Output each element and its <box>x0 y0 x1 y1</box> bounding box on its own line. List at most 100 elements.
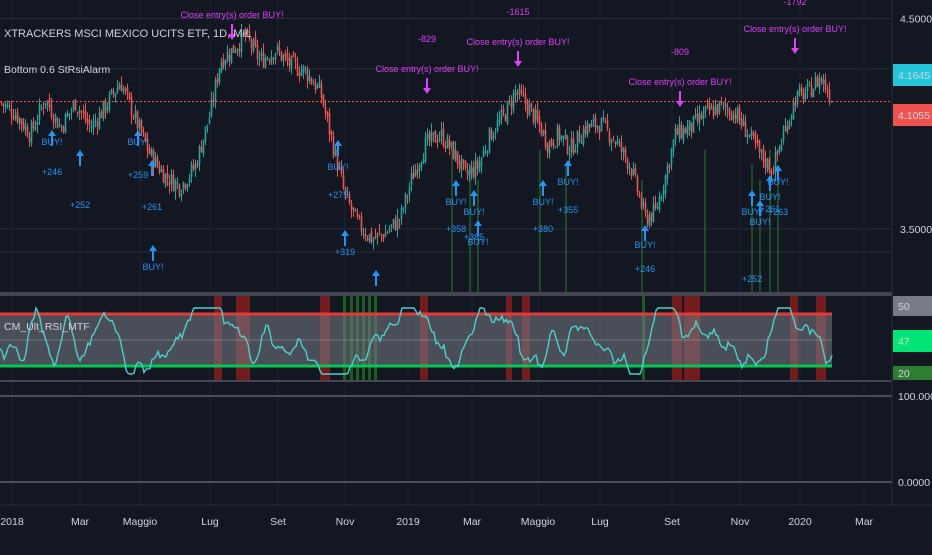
candle <box>538 116 541 125</box>
candle <box>654 202 657 209</box>
candle <box>612 139 615 141</box>
candle <box>324 106 327 113</box>
candle <box>240 31 243 53</box>
candle <box>518 87 521 94</box>
price-axis[interactable]: 4.5000 3.5000 4.1645 4.1055 50 47 20 100.0000 0.… <box>891 0 932 505</box>
candle <box>194 163 197 170</box>
candle <box>210 99 213 117</box>
candle <box>426 134 429 139</box>
candle <box>492 135 495 138</box>
candle <box>68 113 71 115</box>
candle <box>42 107 45 109</box>
candle <box>584 126 587 134</box>
candle <box>220 61 223 72</box>
candle <box>688 120 691 130</box>
candle <box>82 112 85 114</box>
candle <box>616 140 619 144</box>
candle <box>818 77 821 90</box>
candle <box>58 125 61 127</box>
candle <box>20 118 23 125</box>
candle <box>46 100 49 104</box>
candle <box>258 57 261 60</box>
buy-label: BUY! <box>445 197 466 207</box>
candle <box>618 141 621 144</box>
indicator-label[interactable]: Bottom 0.6 StRsiAlarm <box>4 64 110 76</box>
candle <box>54 115 57 121</box>
candle <box>156 158 159 166</box>
candle <box>526 101 529 114</box>
candle <box>174 180 177 192</box>
candle <box>352 207 355 210</box>
candle <box>294 58 297 62</box>
candle <box>406 196 409 198</box>
buy-arrow <box>641 225 649 241</box>
candle <box>354 209 357 212</box>
candle <box>50 105 53 118</box>
candle <box>282 55 285 60</box>
close-value: -809 <box>671 47 689 57</box>
candle <box>60 126 63 129</box>
chart-header: XTRACKERS MSCI MEXICO UCITS ETF, 1D, MIL… <box>4 28 252 333</box>
buy-value: +252 <box>70 200 90 210</box>
candle <box>106 107 109 111</box>
candle <box>558 126 561 141</box>
buy-arrow <box>452 180 460 196</box>
close-arrow <box>228 24 236 40</box>
candle <box>172 175 175 192</box>
buy-arrow <box>76 150 84 166</box>
candle <box>196 163 199 167</box>
candle <box>820 78 823 82</box>
candle <box>664 175 667 194</box>
candle <box>666 166 669 179</box>
time-tick: Nov <box>336 516 355 528</box>
candle <box>620 142 623 152</box>
candle <box>336 149 339 171</box>
candle <box>692 116 695 133</box>
candle <box>234 51 237 53</box>
candle <box>686 126 689 136</box>
candle <box>422 158 425 164</box>
candle <box>150 149 153 155</box>
candle <box>348 195 351 204</box>
candle <box>92 120 95 129</box>
candle <box>332 136 335 156</box>
candle <box>6 104 9 108</box>
candle <box>680 125 683 139</box>
candle <box>750 130 753 137</box>
candle <box>468 170 471 177</box>
candle <box>748 134 751 136</box>
symbol-title[interactable]: XTRACKERS MSCI MEXICO UCITS ETF, 1D, MIL <box>4 28 252 40</box>
candle <box>770 171 773 174</box>
candle <box>778 147 781 152</box>
candle <box>378 231 381 233</box>
candle <box>586 123 589 136</box>
buy-arrow <box>470 190 478 206</box>
candle <box>754 132 757 144</box>
candle <box>78 110 81 113</box>
candle <box>40 106 43 108</box>
candle <box>36 121 39 126</box>
candle <box>812 89 815 98</box>
time-axis[interactable]: 2018 Mar Maggio Lug Set Nov 2019 Mar Maggio Lug Se… <box>0 516 873 528</box>
candle <box>232 44 235 53</box>
candle <box>534 109 537 122</box>
close-arrow <box>791 38 799 54</box>
candle <box>660 197 663 200</box>
candle <box>608 131 611 143</box>
candle <box>824 79 827 90</box>
sub-indicator-label[interactable]: CM_Ult_RSI_MTF <box>4 321 90 333</box>
candle <box>118 85 121 90</box>
candle <box>810 84 813 98</box>
candle <box>56 117 59 129</box>
candle <box>102 100 105 119</box>
candle <box>592 119 595 122</box>
candle <box>356 212 359 218</box>
candle <box>508 99 511 101</box>
candle <box>678 123 681 138</box>
candle <box>164 174 167 186</box>
candle <box>110 89 113 94</box>
candle <box>684 128 687 134</box>
